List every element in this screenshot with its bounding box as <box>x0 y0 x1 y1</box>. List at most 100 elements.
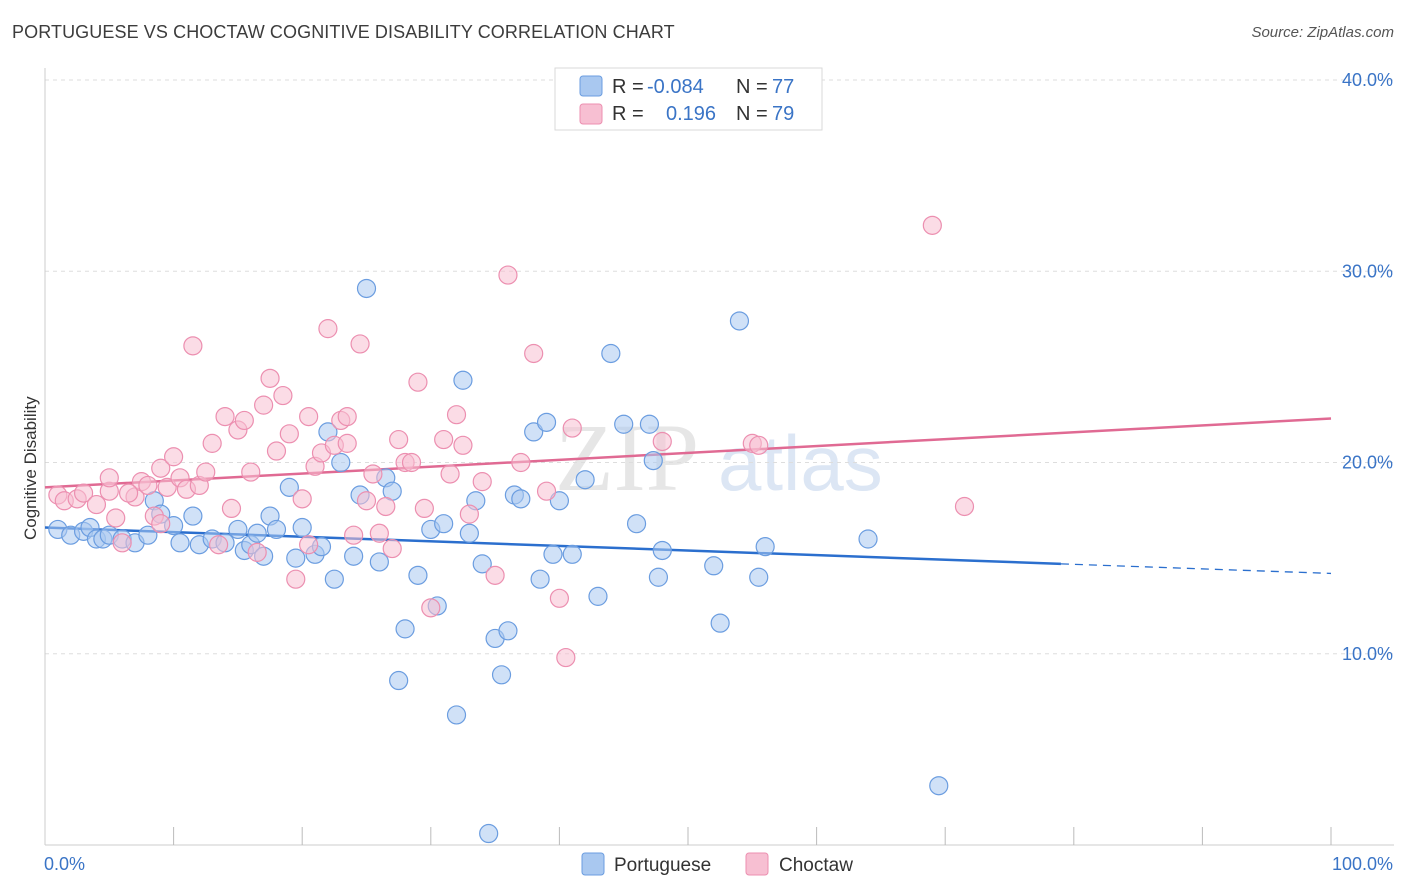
point-choctaw <box>106 508 126 528</box>
point-choctaw <box>954 496 975 517</box>
point-portuguese <box>498 621 518 641</box>
point-portuguese <box>536 412 557 432</box>
point-choctaw <box>183 336 203 356</box>
point-choctaw <box>414 498 434 518</box>
point-choctaw <box>652 431 672 452</box>
point-portuguese <box>643 450 663 471</box>
point-choctaw <box>279 424 299 444</box>
point-portuguese <box>344 546 364 566</box>
legend-n-value-portuguese: 77 <box>772 76 794 98</box>
point-choctaw <box>299 407 319 427</box>
point-portuguese <box>588 586 608 606</box>
legend-r-label-portuguese: R = <box>612 76 644 98</box>
data-points <box>48 215 975 844</box>
point-portuguese <box>639 414 660 434</box>
point-portuguese <box>614 414 634 434</box>
point-choctaw <box>247 542 267 562</box>
point-portuguese <box>858 529 878 549</box>
trend-line-portuguese-extension <box>1060 563 1332 575</box>
point-choctaw <box>99 468 119 488</box>
series-legend-label-portuguese: Portuguese <box>614 855 711 876</box>
point-portuguese <box>626 514 647 534</box>
legend-n-label-choctaw: N = <box>736 103 768 125</box>
point-portuguese <box>459 523 479 543</box>
point-portuguese <box>408 565 428 585</box>
point-choctaw <box>344 525 364 545</box>
point-choctaw <box>472 472 492 492</box>
point-portuguese <box>755 537 775 557</box>
y-axis-label: Cognitive Disability <box>21 396 40 540</box>
point-choctaw <box>164 447 184 467</box>
point-choctaw <box>536 481 557 501</box>
series-legend-swatch-choctaw <box>745 852 769 876</box>
y-tick-label: 40.0% <box>1342 70 1393 90</box>
point-choctaw <box>922 215 942 235</box>
point-choctaw <box>434 429 454 450</box>
point-choctaw <box>215 407 235 427</box>
series-legend-label-choctaw: Choctaw <box>779 855 853 876</box>
point-choctaw <box>151 458 171 478</box>
point-portuguese <box>511 489 531 509</box>
point-portuguese <box>331 452 351 473</box>
point-portuguese <box>247 523 267 543</box>
point-choctaw <box>151 514 171 534</box>
point-choctaw <box>556 647 576 668</box>
correlation-legend: R = -0.084 N = 77 R = 0.196 N = 79 <box>554 67 823 131</box>
point-portuguese <box>170 533 190 553</box>
point-choctaw <box>350 334 370 354</box>
point-portuguese <box>543 544 563 564</box>
y-tick-label: 20.0% <box>1342 453 1393 473</box>
point-choctaw <box>376 496 396 517</box>
point-portuguese <box>479 823 499 844</box>
legend-swatch-choctaw <box>579 103 603 125</box>
point-portuguese <box>491 665 512 685</box>
point-choctaw <box>157 477 177 497</box>
point-choctaw <box>369 523 389 543</box>
point-choctaw <box>260 368 280 388</box>
point-portuguese <box>369 552 389 572</box>
point-choctaw <box>337 433 357 453</box>
point-choctaw <box>421 598 441 618</box>
point-choctaw <box>485 565 505 585</box>
point-portuguese <box>324 569 344 589</box>
point-choctaw <box>446 405 467 425</box>
point-portuguese <box>749 567 769 587</box>
legend-r-label-choctaw: R = <box>612 103 644 125</box>
point-choctaw <box>749 435 769 455</box>
point-portuguese <box>446 705 467 725</box>
point-choctaw <box>292 489 312 509</box>
point-choctaw <box>318 319 338 339</box>
point-portuguese <box>183 506 203 526</box>
y-tick-label: 10.0% <box>1342 644 1393 664</box>
point-portuguese <box>929 776 949 796</box>
legend-n-label-portuguese: N = <box>736 76 768 98</box>
source-label: Source: ZipAtlas.com <box>1251 24 1394 41</box>
point-choctaw <box>209 535 229 555</box>
x-tick-label-max: 100.0% <box>1332 854 1393 874</box>
point-choctaw <box>401 452 422 473</box>
point-portuguese <box>575 470 595 490</box>
legend-r-value-choctaw: 0.196 <box>666 103 716 125</box>
y-tick-label: 30.0% <box>1342 261 1393 281</box>
point-portuguese <box>266 519 287 540</box>
point-portuguese <box>524 422 544 442</box>
point-choctaw <box>202 433 222 453</box>
point-portuguese <box>652 540 672 561</box>
point-choctaw <box>254 395 274 415</box>
point-portuguese <box>434 514 454 534</box>
axes: 10.0% 20.0% 30.0% 40.0% 0.0% 100.0% <box>44 68 1394 874</box>
point-portuguese <box>530 569 550 589</box>
point-choctaw <box>382 538 402 559</box>
point-portuguese <box>279 477 299 497</box>
point-choctaw <box>286 569 306 589</box>
point-portuguese <box>292 517 312 538</box>
point-choctaw <box>337 407 357 427</box>
point-choctaw <box>112 533 132 553</box>
point-choctaw <box>138 475 158 496</box>
series-legend-swatch-portuguese <box>581 852 605 876</box>
series-legend: Portuguese Choctaw <box>581 852 853 876</box>
x-tick-label-min: 0.0% <box>44 854 85 874</box>
point-choctaw <box>234 410 254 431</box>
point-choctaw <box>273 385 293 406</box>
